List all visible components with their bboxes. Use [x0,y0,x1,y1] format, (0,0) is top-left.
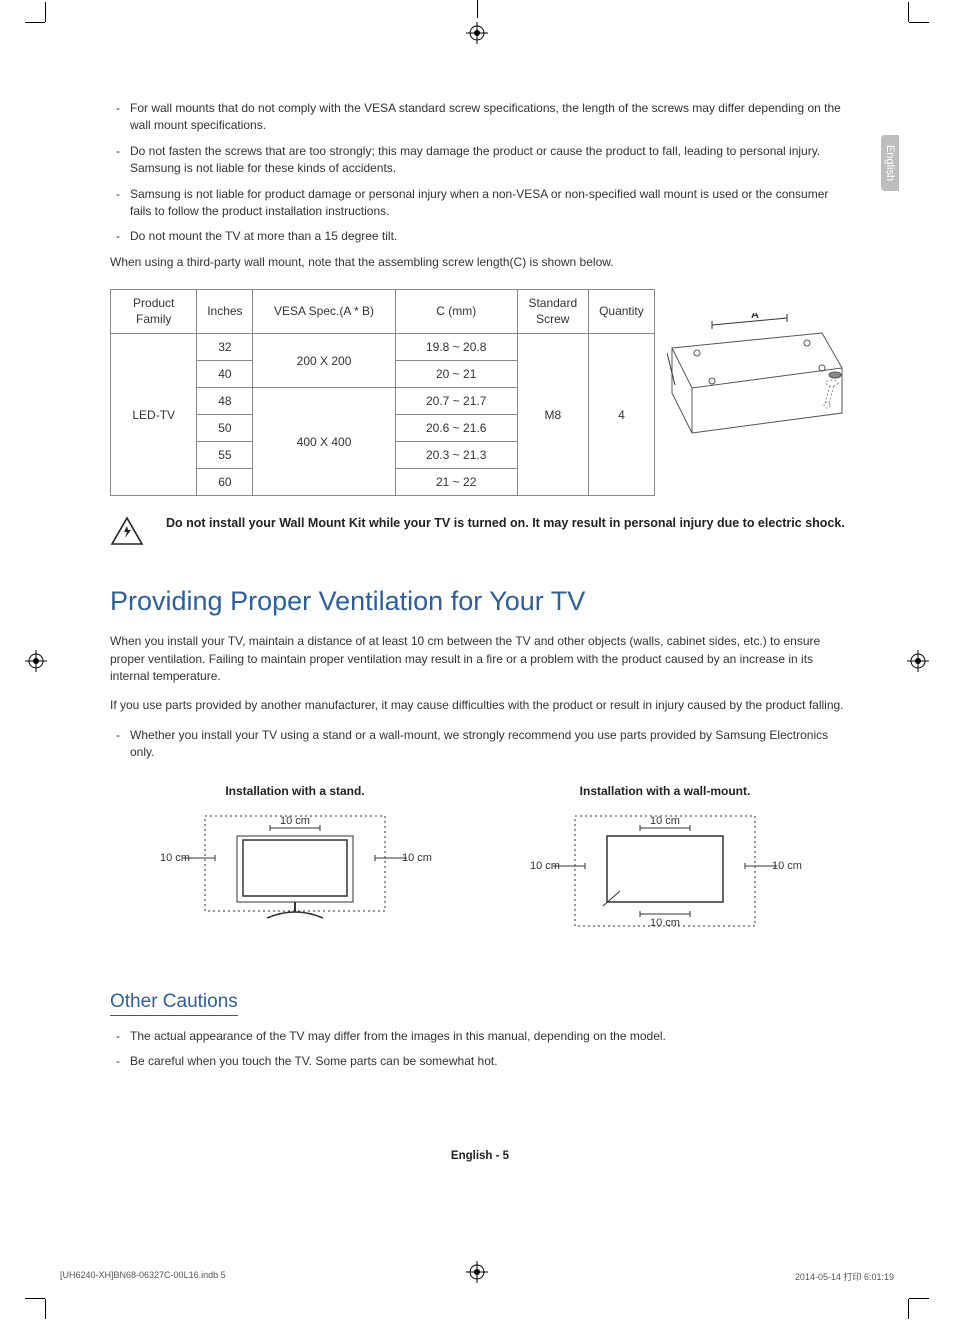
cautions-list: The actual appearance of the TV may diff… [110,1028,850,1071]
list-item: For wall mounts that do not comply with … [110,100,850,135]
wall-mount-notes-list: For wall mounts that do not comply with … [110,100,850,246]
crop-mark [909,1298,929,1299]
installation-diagrams: Installation with a stand. 10 cm 10 cm [110,784,850,951]
table-cell: LED-TV [111,334,197,496]
crop-mark [25,22,45,23]
ventilation-paragraph: If you use parts provided by another man… [110,697,850,714]
list-item: Samsung is not liable for product damage… [110,186,850,221]
table-cell: 19.8 ~ 20.8 [395,334,517,361]
language-tab: English [881,135,899,191]
table-cell: 48 [197,388,253,415]
table-cell: 400 X 400 [253,388,395,496]
stand-diagram: Installation with a stand. 10 cm 10 cm [155,784,435,951]
section-heading: Providing Proper Ventilation for Your TV [110,586,850,617]
warning-text: Do not install your Wall Mount Kit while… [166,514,845,533]
warning-icon [110,516,144,546]
stand-install-icon: 10 cm 10 cm 10 cm [155,806,435,946]
table-cell: 20.3 ~ 21.3 [395,442,517,469]
clearance-label: 10 cm [280,815,310,827]
table-cell: 20.7 ~ 21.7 [395,388,517,415]
wall-diagram: Installation with a wall-mount. 10 cm 10… [525,784,805,951]
bracket-diagram-icon: A B [667,313,847,453]
doc-timestamp-label: 2014-05-14 打印 6:01:19 [795,1270,894,1283]
diagram-title: Installation with a stand. [155,784,435,798]
ventilation-paragraph: When you install your TV, maintain a dis… [110,633,850,685]
clearance-label: 10 cm [402,852,432,864]
table-header-row: Product Family Inches VESA Spec.(A * B) … [111,290,655,334]
clearance-label: 10 cm [160,852,190,864]
table-header: Product Family [111,290,197,334]
list-item: Whether you install your TV using a stan… [110,727,850,762]
crop-mark [908,1299,909,1319]
table-cell: 50 [197,415,253,442]
document-footer: [UH6240-XH]BN68-06327C-00L16.indb 5 2014… [60,1270,894,1283]
list-item: The actual appearance of the TV may diff… [110,1028,850,1045]
table-row: LED-TV 32 200 X 200 19.8 ~ 20.8 M8 4 [111,334,655,361]
table-header: Quantity [588,290,654,334]
clearance-label: 10 cm [772,860,802,872]
intro-text: When using a third-party wall mount, not… [110,254,850,271]
crop-mark [45,1299,46,1319]
clearance-label: 10 cm [530,860,560,872]
registration-mark-icon [907,650,929,672]
crop-mark [45,2,46,22]
crop-mark [25,1298,45,1299]
table-cell: 60 [197,469,253,496]
table-cell: 4 [588,334,654,496]
crop-mark [477,0,478,18]
diagram-label-a: A [751,313,759,321]
warning-block: Do not install your Wall Mount Kit while… [110,514,850,546]
page-content: For wall mounts that do not comply with … [110,100,850,1162]
table-cell: M8 [517,334,588,496]
table-header: Standard Screw [517,290,588,334]
ventilation-notes-list: Whether you install your TV using a stan… [110,727,850,762]
clearance-label: 10 cm [650,917,680,929]
subsection-heading: Other Cautions [110,991,238,1016]
table-header: Inches [197,290,253,334]
list-item: Do not fasten the screws that are too st… [110,143,850,178]
table-cell: 40 [197,361,253,388]
crop-mark [908,2,909,22]
registration-mark-icon [466,22,488,44]
table-cell: 32 [197,334,253,361]
table-cell: 20.6 ~ 21.6 [395,415,517,442]
table-header: VESA Spec.(A * B) [253,290,395,334]
page-number: English - 5 [110,1150,850,1162]
registration-mark-icon [25,650,47,672]
list-item: Be careful when you touch the TV. Some p… [110,1053,850,1070]
list-item: Do not mount the TV at more than a 15 de… [110,228,850,245]
diagram-title: Installation with a wall-mount. [525,784,805,798]
table-cell: 55 [197,442,253,469]
doc-source-label: [UH6240-XH]BN68-06327C-00L16.indb 5 [60,1270,226,1283]
table-cell: 20 ~ 21 [395,361,517,388]
wall-install-icon: 10 cm 10 cm 10 cm 10 cm [525,806,805,946]
crop-mark [909,22,929,23]
vesa-spec-table: Product Family Inches VESA Spec.(A * B) … [110,289,655,496]
table-cell: 21 ~ 22 [395,469,517,496]
clearance-label: 10 cm [650,815,680,827]
table-header: C (mm) [395,290,517,334]
table-cell: 200 X 200 [253,334,395,388]
